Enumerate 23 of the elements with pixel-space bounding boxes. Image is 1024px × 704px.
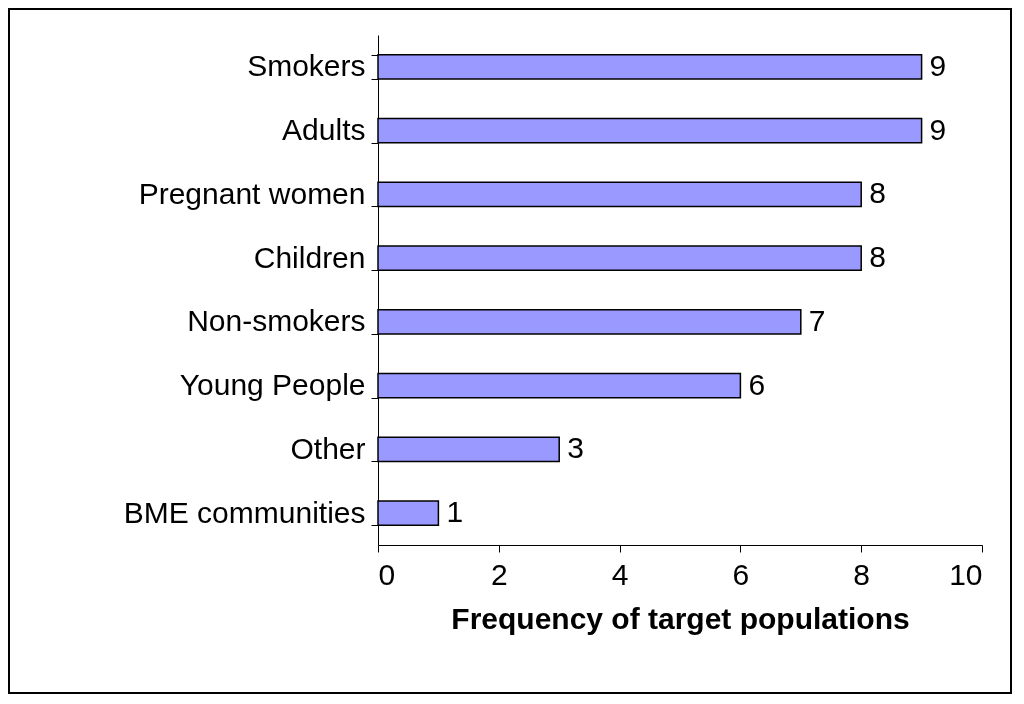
data-label: 3 <box>567 431 584 465</box>
x-axis-title: Frequency of target populations <box>451 601 910 635</box>
x-tick-label: 0 <box>378 557 396 591</box>
y-tick-label: Pregnant women <box>138 176 366 210</box>
y-tick-label: BME communities <box>123 495 366 529</box>
x-tick-label: 10 <box>949 557 983 591</box>
y-tick-label: Other <box>290 431 366 465</box>
data-label: 8 <box>869 240 886 274</box>
data-label: 8 <box>869 176 886 210</box>
data-label: 6 <box>748 367 766 401</box>
data-label: 9 <box>929 48 947 82</box>
x-tick-label: 8 <box>853 557 871 591</box>
y-tick-label: Children <box>253 240 366 274</box>
data-label: 9 <box>929 112 947 146</box>
y-tick-label: Young People <box>179 368 366 402</box>
y-tick-label: Non-smokers <box>187 304 366 338</box>
x-tick-label: 2 <box>490 557 508 591</box>
x-tick-label: 4 <box>611 557 629 591</box>
y-tick-label: Smokers <box>247 49 366 83</box>
data-label: 1 <box>446 495 464 529</box>
y-tick-label: Adults <box>282 113 366 147</box>
x-tick-label: 6 <box>732 557 750 591</box>
data-label: 7 <box>808 303 826 337</box>
